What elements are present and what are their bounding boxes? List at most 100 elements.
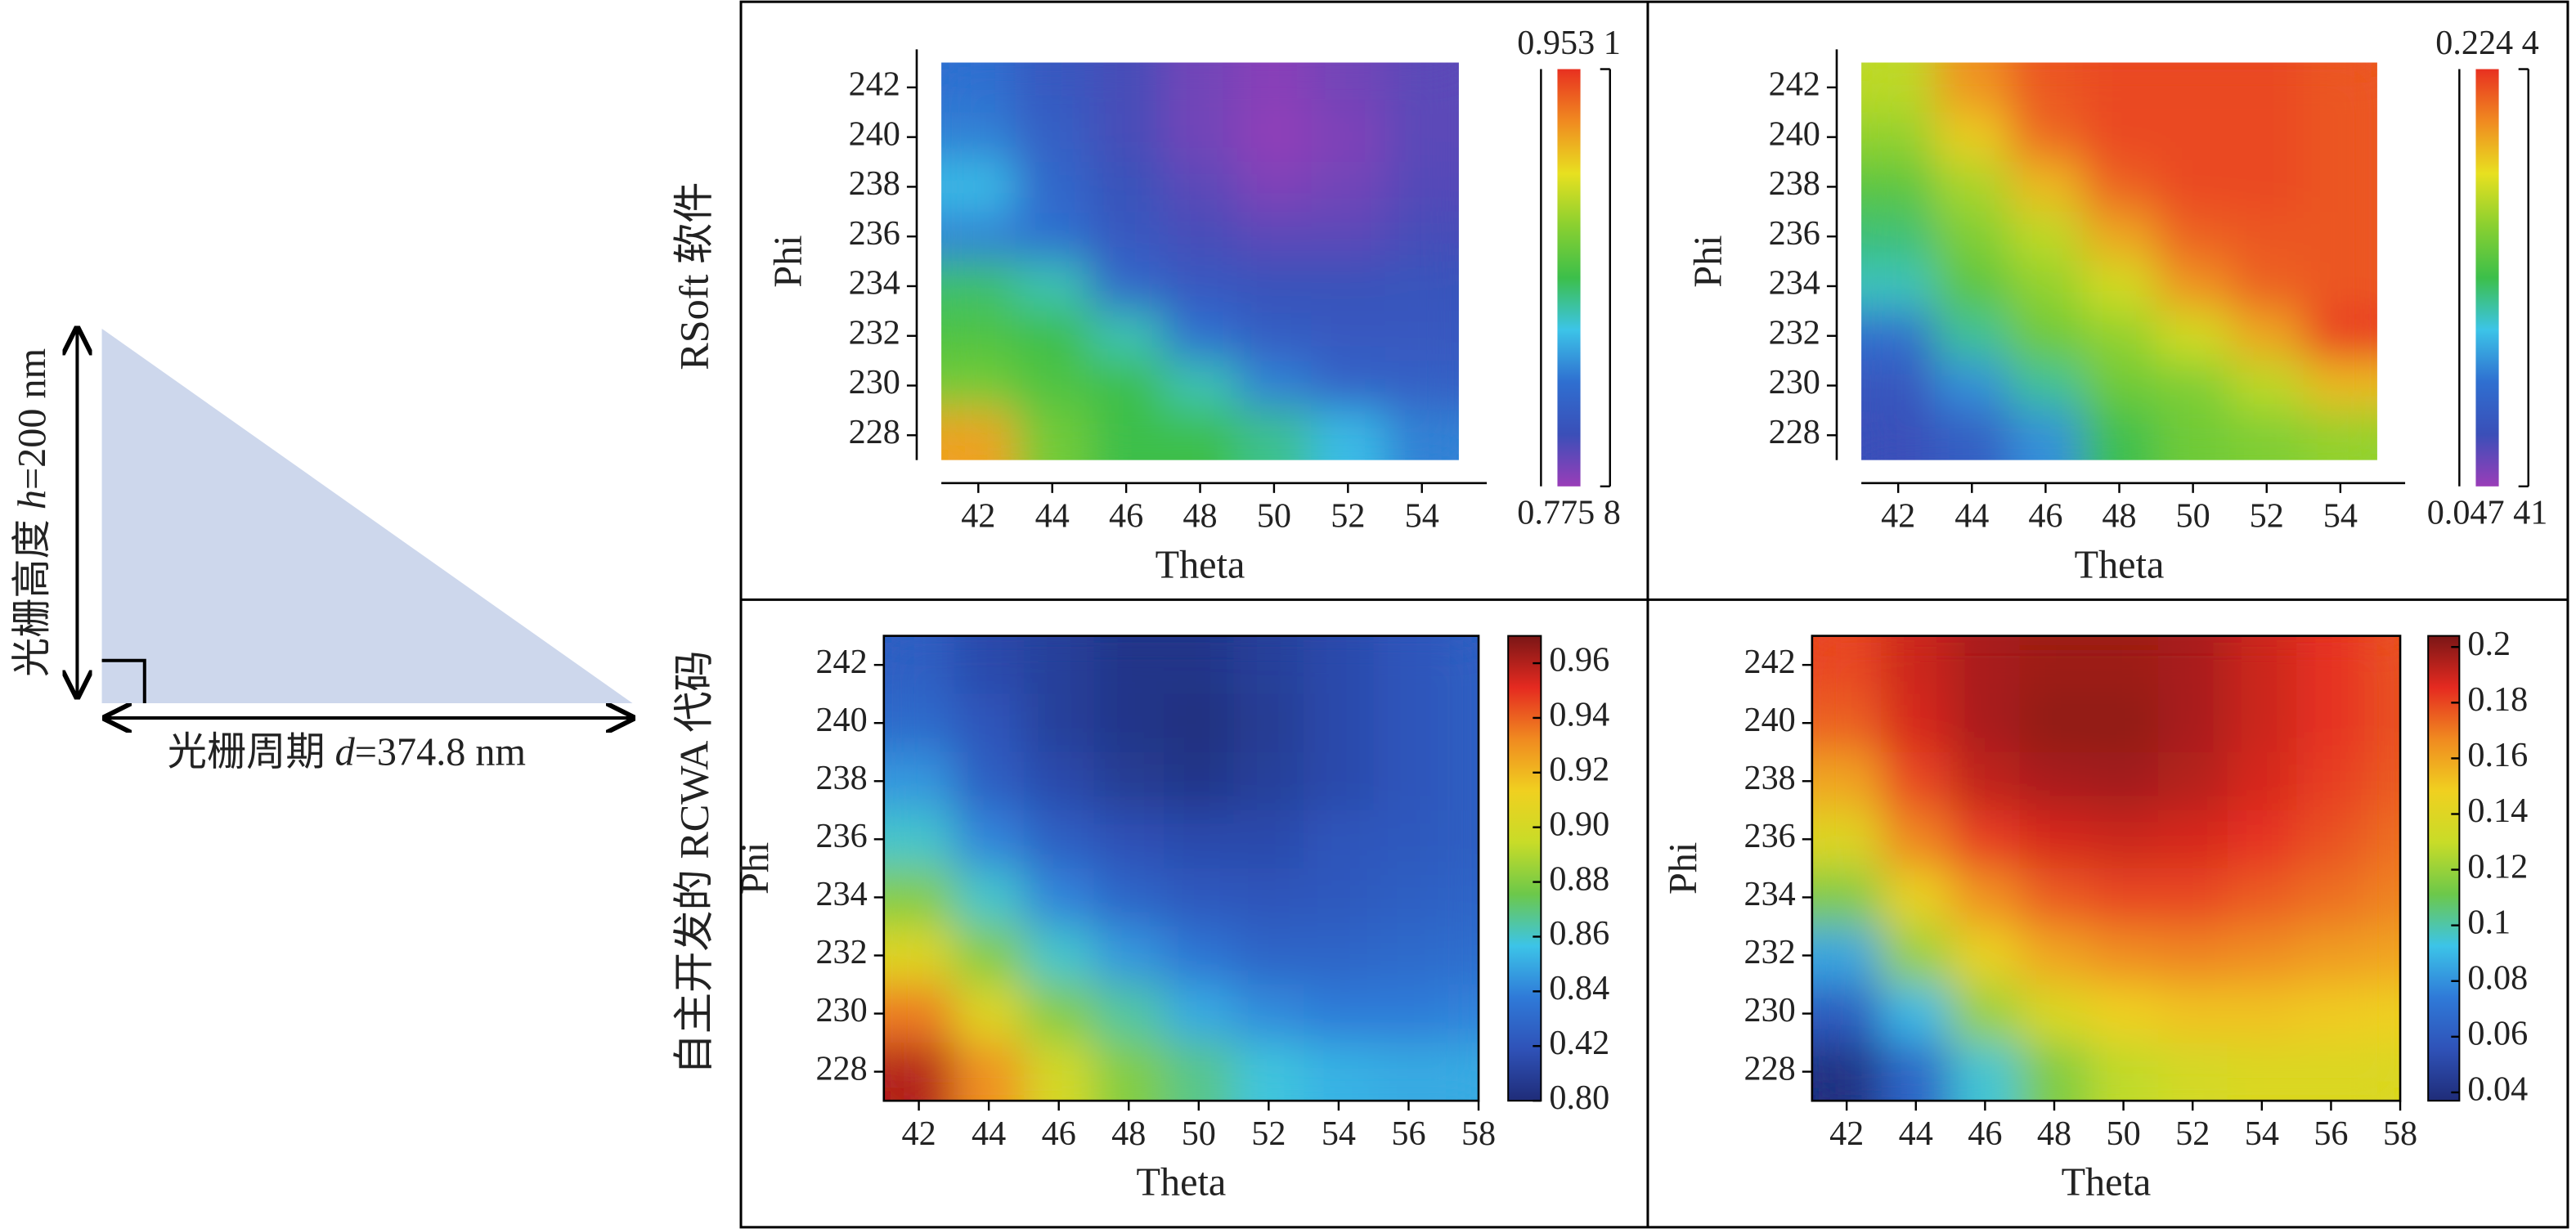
heatmap-cell (1093, 868, 1165, 927)
heatmap-cell (2296, 868, 2367, 927)
heatmap-cell (954, 926, 1025, 986)
heatmap-cell (1023, 693, 1095, 753)
heatmap-cell (1811, 751, 1883, 811)
heatmap-cell (1373, 693, 1445, 753)
heatmap-cell (1015, 162, 1090, 213)
heatmap-cell (1881, 985, 1952, 1044)
colorbar-tick-label: 0.047 41 (2427, 494, 2548, 532)
heatmap-cell (1443, 751, 1479, 811)
y-tick-label: 242 (1744, 643, 1795, 681)
heatmap-cell (1443, 810, 1479, 869)
heatmap-cell (1015, 311, 1090, 362)
heatmap-cell (1935, 410, 2010, 460)
heatmap-cell (2019, 868, 2090, 927)
heatmap-cell (1811, 985, 1883, 1044)
heatmap-cell (2008, 261, 2084, 312)
heatmap-cell (1950, 693, 2021, 753)
y-tick-label: 232 (815, 933, 867, 971)
x-axis-title: Theta (1156, 543, 1245, 586)
y-tick-label: 234 (849, 264, 900, 303)
heatmap-cell (1233, 926, 1305, 986)
heatmap-cell (2008, 62, 2084, 114)
heatmap-area (1811, 635, 2401, 1101)
heatmap-cell (1023, 1043, 1095, 1101)
heatmap-cell (954, 751, 1025, 811)
heatmap-cell (2156, 162, 2231, 213)
colorbar (2427, 635, 2461, 1102)
heatmap-cell (1443, 926, 1479, 986)
y-axis-title: Phi (734, 842, 777, 895)
heatmap-cell (2156, 261, 2231, 312)
heatmap-cell (2157, 868, 2228, 927)
colorbar-tick-label: 0.16 (2467, 736, 2528, 774)
heatmap-cell (1950, 751, 2021, 811)
heatmap-cell (1443, 1043, 1479, 1101)
colorbar-tick-label: 0.04 (2467, 1070, 2528, 1109)
heatmap-cell (1236, 162, 1313, 213)
heatmap-cell (1233, 1043, 1305, 1101)
heatmap-cell (1088, 361, 1165, 411)
x-tick-label: 56 (2313, 1115, 2348, 1153)
height-symbol: h (11, 490, 54, 509)
heatmap-cell (2156, 311, 2231, 362)
colorbar (2475, 69, 2499, 487)
heatmap-cell (1443, 693, 1479, 753)
heatmap-cell (2229, 211, 2304, 262)
heatmap-cell (2303, 361, 2377, 411)
heatmap-cell (2156, 410, 2231, 460)
y-axis-title: Phi (1662, 842, 1705, 895)
heatmap-cell (1443, 985, 1479, 1044)
period-label-text: 光栅周期 (168, 730, 335, 774)
heatmap-cell (1861, 62, 1936, 114)
x-tick-label: 50 (2107, 1115, 2141, 1153)
heatmap-cell (1304, 751, 1375, 811)
height-label: 光栅高度 h=200 nm (11, 348, 54, 677)
heatmap-cell (1861, 410, 1936, 460)
heatmap-cell (1935, 261, 2010, 312)
heatmap-cell (1164, 926, 1235, 986)
heatmap-cell (1015, 112, 1090, 164)
x-tick-label: 48 (2102, 497, 2136, 536)
heatmap-cell (1384, 112, 1459, 164)
colorbar-tick-label: 0.86 (1549, 914, 1609, 953)
heatmap-cell (1373, 635, 1445, 695)
heatmap-cell (941, 211, 1016, 262)
heatmap-cell (2157, 926, 2228, 986)
y-tick-label: 238 (849, 164, 900, 203)
colorbar (1557, 69, 1581, 487)
x-tick-label: 52 (1331, 497, 1365, 536)
x-tick-label: 52 (1251, 1115, 1286, 1153)
heatmap-cell (1023, 985, 1095, 1044)
heatmap-cell (1236, 311, 1313, 362)
heatmap-cell (1088, 211, 1165, 262)
y-tick-label: 238 (1769, 164, 1820, 203)
heatmap-cell (1811, 868, 1883, 927)
heatmap-cell (1163, 261, 1238, 312)
heatmap-cell (1304, 810, 1375, 869)
heatmap-cell (1861, 162, 1936, 213)
heatmap-cell (2229, 162, 2304, 213)
heatmap-cell (2227, 985, 2298, 1044)
heatmap-cell (941, 410, 1016, 460)
heatmap-cell (1093, 926, 1165, 986)
heatmap-cell (1163, 361, 1238, 411)
y-axis-title: Phi (766, 235, 810, 287)
x-tick-label: 48 (2037, 1115, 2071, 1153)
x-tick-label: 44 (1954, 497, 1989, 536)
heatmap-cell (1373, 985, 1445, 1044)
heatmap-cell (883, 635, 955, 695)
heatmap-cell (883, 985, 955, 1044)
heatmap-cell (1881, 868, 1952, 927)
heatmap-cell (1015, 62, 1090, 114)
heatmap-cell (1233, 751, 1305, 811)
colorbar-tick-label: 0.775 8 (1517, 494, 1621, 532)
heatmap-cell (1236, 410, 1313, 460)
y-tick-label: 238 (1744, 759, 1795, 797)
heatmap-cell (2157, 985, 2228, 1044)
heatmap-cell (1811, 693, 1883, 753)
heatmap-cell (1811, 810, 1883, 869)
y-tick-label: 234 (815, 875, 867, 913)
heatmap-cell (2156, 62, 2231, 114)
colorbar-tick-label: 0.224 4 (2435, 24, 2539, 62)
heatmap-cells (883, 635, 1479, 1101)
